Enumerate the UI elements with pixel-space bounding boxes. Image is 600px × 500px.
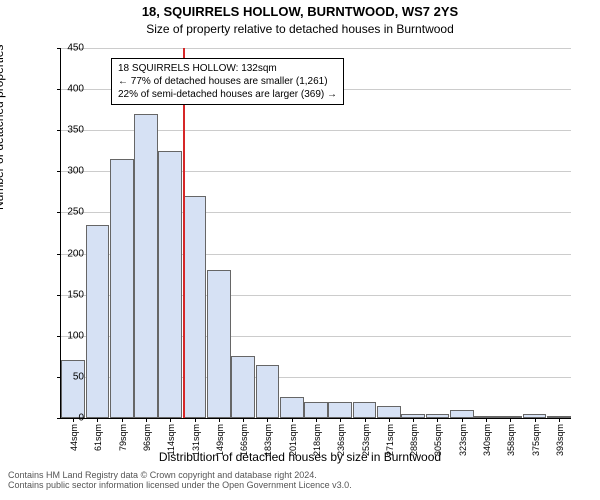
bar	[110, 159, 134, 418]
xtick-label: 131sqm	[191, 424, 201, 456]
xtick-label: 375sqm	[531, 424, 541, 456]
chart-title: 18, SQUIRRELS HOLLOW, BURNTWOOD, WS7 2YS	[0, 4, 600, 19]
xtick	[219, 418, 220, 422]
xtick	[559, 418, 560, 422]
bar	[207, 270, 231, 418]
xtick-label: 44sqm	[69, 424, 79, 451]
ytick-label: 300	[54, 166, 84, 177]
ytick-label: 100	[54, 330, 84, 341]
gridline	[61, 48, 571, 49]
xtick-label: 253sqm	[361, 424, 371, 456]
footnote: Contains HM Land Registry data © Crown c…	[8, 470, 600, 490]
ytick-label: 200	[54, 248, 84, 259]
ytick-label: 250	[54, 207, 84, 218]
xtick	[510, 418, 511, 422]
xtick	[267, 418, 268, 422]
info-line3: 22% of semi-detached houses are larger (…	[118, 88, 337, 101]
xtick-label: 323sqm	[458, 424, 468, 456]
xtick	[170, 418, 171, 422]
ytick-label: 50	[54, 371, 84, 382]
plot-area: 18 SQUIRRELS HOLLOW: 132sqm← 77% of deta…	[60, 48, 571, 419]
xtick	[292, 418, 293, 422]
xtick-label: 393sqm	[555, 424, 565, 456]
xtick	[437, 418, 438, 422]
bar	[86, 225, 110, 418]
xtick-label: 79sqm	[118, 424, 128, 451]
xtick	[365, 418, 366, 422]
bar	[61, 360, 85, 418]
bar	[304, 402, 328, 418]
ytick-label: 350	[54, 125, 84, 136]
info-box: 18 SQUIRRELS HOLLOW: 132sqm← 77% of deta…	[111, 58, 344, 105]
xtick	[486, 418, 487, 422]
bar	[256, 365, 280, 418]
y-axis-label: Number of detached properties	[0, 45, 6, 210]
ytick-label: 0	[54, 413, 84, 424]
xtick	[243, 418, 244, 422]
bar	[450, 410, 474, 418]
xtick	[535, 418, 536, 422]
xtick	[316, 418, 317, 422]
xtick-label: 236sqm	[336, 424, 346, 456]
ytick-label: 150	[54, 289, 84, 300]
bar	[328, 402, 352, 418]
chart-subtitle: Size of property relative to detached ho…	[0, 22, 600, 36]
xtick	[340, 418, 341, 422]
xtick-label: 340sqm	[482, 424, 492, 456]
bar	[280, 397, 304, 418]
bar	[377, 406, 401, 418]
xtick-label: 149sqm	[215, 424, 225, 456]
footnote-line1: Contains HM Land Registry data © Crown c…	[8, 470, 317, 480]
xtick-label: 114sqm	[166, 424, 176, 455]
xtick-label: 166sqm	[239, 424, 249, 456]
xtick-label: 183sqm	[263, 424, 273, 456]
xtick	[195, 418, 196, 422]
info-line1: 18 SQUIRRELS HOLLOW: 132sqm	[118, 62, 337, 75]
xtick	[413, 418, 414, 422]
bar	[183, 196, 207, 418]
xtick	[462, 418, 463, 422]
xtick-label: 305sqm	[433, 424, 443, 456]
bar	[353, 402, 377, 418]
xtick-label: 61sqm	[93, 424, 103, 451]
chart-container: 18, SQUIRRELS HOLLOW, BURNTWOOD, WS7 2YS…	[0, 0, 600, 500]
xtick-label: 201sqm	[288, 424, 298, 456]
xtick-label: 96sqm	[142, 424, 152, 451]
bar	[158, 151, 182, 418]
xtick	[146, 418, 147, 422]
xtick	[97, 418, 98, 422]
footnote-line2: Contains public sector information licen…	[8, 480, 352, 490]
xtick-label: 358sqm	[506, 424, 516, 456]
ytick-label: 400	[54, 84, 84, 95]
ytick-label: 450	[54, 43, 84, 54]
xtick-label: 271sqm	[385, 424, 395, 456]
bar	[231, 356, 255, 418]
xtick	[389, 418, 390, 422]
xtick-label: 218sqm	[312, 424, 322, 456]
info-line2: ← 77% of detached houses are smaller (1,…	[118, 75, 337, 88]
xtick-label: 288sqm	[409, 424, 419, 456]
xtick	[122, 418, 123, 422]
bar	[134, 114, 158, 418]
